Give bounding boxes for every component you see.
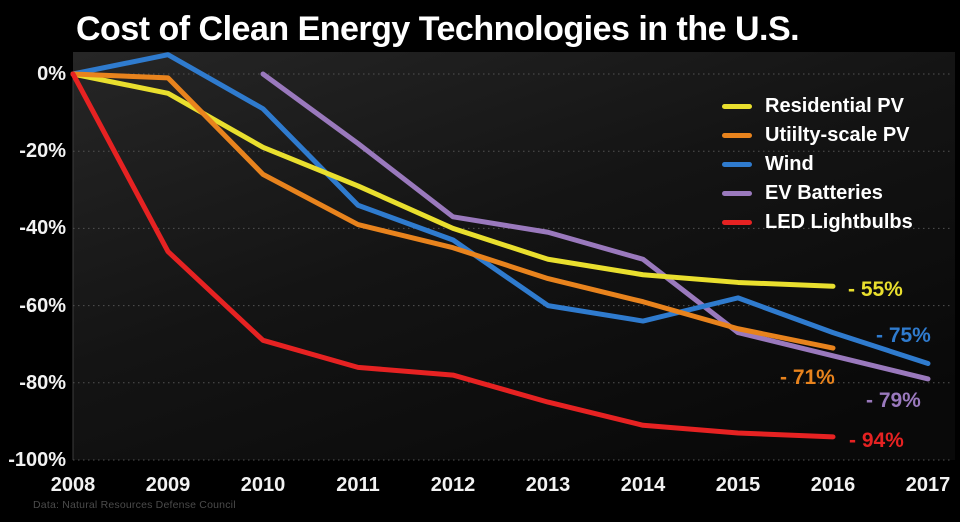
legend-item-residential-pv: Residential PV xyxy=(722,92,913,121)
end-label-utiilty-scale-pv: - 71% xyxy=(780,366,835,389)
legend-swatch-icon xyxy=(722,220,752,225)
end-label-residential-pv: - 55% xyxy=(848,278,903,301)
legend-item-wind: Wind xyxy=(722,150,913,179)
legend-label: LED Lightbulbs xyxy=(765,211,913,233)
series-line-utiilty-scale-pv xyxy=(70,71,836,351)
legend: Residential PV Utiilty-scale PV Wind EV Bat… xyxy=(722,92,913,237)
legend-swatch-icon xyxy=(722,191,752,196)
legend-item-led-lightbulbs: LED Lightbulbs xyxy=(722,208,913,237)
x-tick-label: 2014 xyxy=(620,474,666,496)
end-label-wind: - 75% xyxy=(876,324,931,347)
end-label-led-lightbulbs: - 94% xyxy=(849,429,904,452)
y-tick-label: -100% xyxy=(8,449,66,471)
y-tick-label: -80% xyxy=(19,371,66,394)
x-tick-label: 2011 xyxy=(336,474,380,496)
x-tick-label: 2016 xyxy=(810,474,856,496)
x-tick-label: 2010 xyxy=(240,474,286,496)
y-tick-label: 0% xyxy=(37,63,66,85)
x-tick-label: 2012 xyxy=(430,474,476,496)
end-label-ev-batteries: - 79% xyxy=(866,389,921,412)
chart-title: Cost of Clean Energy Technologies in the… xyxy=(76,10,800,48)
series-line-ev-batteries xyxy=(260,71,931,382)
source-note: Data: Natural Resources Defense Council xyxy=(33,499,236,511)
legend-swatch-icon xyxy=(722,104,752,109)
legend-label: EV Batteries xyxy=(765,182,883,204)
y-tick-label: -20% xyxy=(19,140,66,163)
x-tick-label: 2015 xyxy=(715,474,761,496)
x-tick-label: 2017 xyxy=(905,474,951,496)
x-tick-label: 2008 xyxy=(50,474,96,496)
legend-label: Utiilty-scale PV xyxy=(765,124,910,146)
y-tick-label: -40% xyxy=(19,217,66,240)
legend-label: Wind xyxy=(765,153,814,175)
y-tick-label: -60% xyxy=(19,294,66,317)
legend-item-ev-batteries: EV Batteries xyxy=(722,179,913,208)
series-line-wind xyxy=(70,52,931,366)
legend-swatch-icon xyxy=(722,133,752,138)
x-tick-label: 2013 xyxy=(525,474,571,496)
x-tick-label: 2009 xyxy=(145,474,191,496)
legend-item-utiilty-scale-pv: Utiilty-scale PV xyxy=(722,121,913,150)
series-line-led-lightbulbs xyxy=(70,71,836,440)
legend-swatch-icon xyxy=(722,162,752,167)
legend-label: Residential PV xyxy=(765,95,904,117)
